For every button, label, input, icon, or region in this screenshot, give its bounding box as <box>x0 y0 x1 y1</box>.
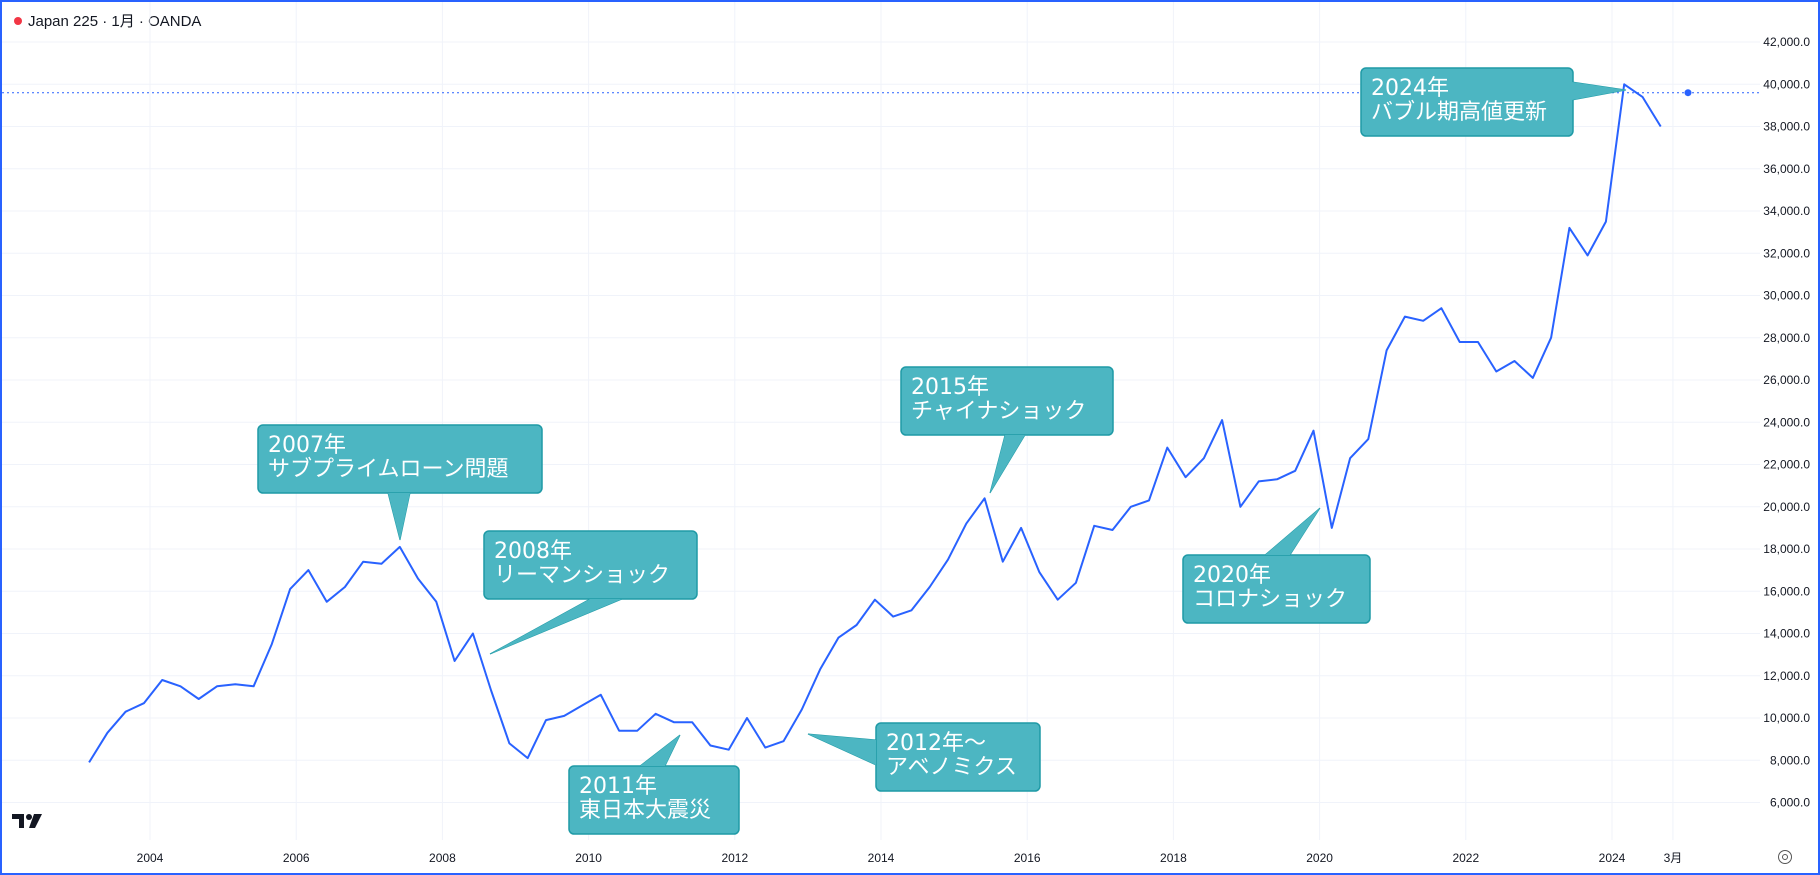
callout-pointer-fill <box>1265 508 1320 555</box>
x-tick-label: 2016 <box>1014 851 1041 865</box>
y-tick-label: 30,000.0 <box>1763 289 1810 303</box>
y-tick-label: 12,000.0 <box>1763 669 1810 683</box>
x-tick-label: 2014 <box>868 851 895 865</box>
callout-pointer-fill <box>990 435 1025 493</box>
symbol-title[interactable]: Japan 225 · 1月 · OANDA <box>28 13 202 30</box>
callout-text-line: 2011年 <box>579 774 657 799</box>
callout-text-line: 2012年〜 <box>886 731 986 756</box>
y-tick-label: 10,000.0 <box>1763 711 1810 725</box>
x-tick-label: 2018 <box>1160 851 1187 865</box>
price-line <box>88 83 1662 763</box>
y-tick-label: 40,000.0 <box>1763 77 1810 91</box>
x-tick-label: 2010 <box>575 851 602 865</box>
y-tick-label: 36,000.0 <box>1763 162 1810 176</box>
y-tick-label: 6,000.0 <box>1770 796 1810 810</box>
x-tick-label: 2004 <box>137 851 164 865</box>
x-tick-label: 2020 <box>1306 851 1333 865</box>
y-tick-label: 8,000.0 <box>1770 753 1810 767</box>
y-tick-label: 38,000.0 <box>1763 120 1810 134</box>
callout-text-line: バブル期高値更新 <box>1371 100 1547 125</box>
callout-text-line: 2015年 <box>911 375 989 400</box>
callout-text-line: 2008年 <box>494 539 572 564</box>
y-tick-label: 42,000.0 <box>1763 35 1810 49</box>
callout-text-line: コロナショック <box>1193 587 1347 612</box>
callout-text-line: アベノミクス <box>886 755 1017 780</box>
y-tick-label: 20,000.0 <box>1763 500 1810 514</box>
callout-box <box>1360 67 1574 137</box>
callout-pointer-fill <box>640 735 680 766</box>
y-tick-label: 16,000.0 <box>1763 584 1810 598</box>
y-tick-label: 26,000.0 <box>1763 373 1810 387</box>
y-tick-label: 22,000.0 <box>1763 458 1810 472</box>
callout-pointer-fill <box>490 599 622 654</box>
callout-text-line: リーマンショック <box>494 563 670 588</box>
annotation-callout: 2012年〜アベノミクス <box>807 722 1041 792</box>
callout-text-line: 2020年 <box>1193 563 1271 588</box>
x-tick-label: 2008 <box>429 851 456 865</box>
callout-text-line: チャイナショック <box>911 399 1086 424</box>
callout-text-line: 2007年 <box>268 433 346 458</box>
x-tick-label: 2012 <box>721 851 748 865</box>
y-tick-label: 32,000.0 <box>1763 246 1810 260</box>
tradingview-logo-icon[interactable] <box>12 812 46 835</box>
y-tick-label: 24,000.0 <box>1763 415 1810 429</box>
last-price-marker <box>1684 89 1692 97</box>
x-tick-label: 3月 <box>1664 851 1683 865</box>
callout-text-line: サブプライムローン問題 <box>268 457 508 482</box>
y-tick-label: 28,000.0 <box>1763 331 1810 345</box>
x-tick-label: 2022 <box>1452 851 1479 865</box>
callout-pointer-fill <box>1572 82 1626 100</box>
callout-pointer-fill <box>808 734 876 765</box>
status-dot-icon <box>14 16 22 25</box>
x-tick-label: 2006 <box>283 851 310 865</box>
callout-text-line: 2024年 <box>1371 76 1449 101</box>
callout-pointer-fill <box>388 493 410 540</box>
y-tick-label: 18,000.0 <box>1763 542 1810 556</box>
gear-icon[interactable] <box>1778 850 1792 864</box>
chart-header: Japan 225 · 1月 · OANDA <box>14 10 201 31</box>
callout-text-line: 東日本大震災 <box>579 798 711 823</box>
x-tick-label: 2024 <box>1599 851 1626 865</box>
y-tick-label: 34,000.0 <box>1763 204 1810 218</box>
y-tick-label: 14,000.0 <box>1763 627 1810 641</box>
